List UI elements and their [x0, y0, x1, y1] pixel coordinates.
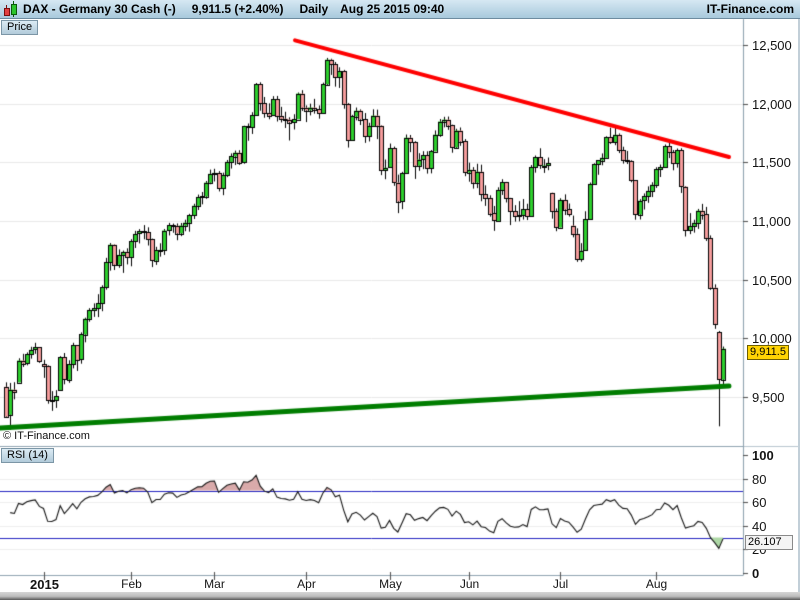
title-bar: DAX - Germany 30 Cash (-) 9,911.5 (+2.40… [0, 0, 800, 19]
timeframe-label: Daily [299, 2, 329, 16]
time-axis-label: May [379, 577, 402, 591]
time-axis-label: Mar [204, 577, 225, 591]
last-price-badge: 9,911.5 [747, 345, 789, 360]
time-axis-label: Aug [645, 577, 668, 591]
rsi-axis-label: 0 [752, 565, 760, 581]
rsi-axis-label: 100 [752, 448, 774, 464]
tab-price[interactable]: Price [1, 20, 39, 35]
window-right-edge [798, 19, 800, 592]
rsi-value-badge: 26.107 [745, 535, 793, 550]
time-axis-label: 2015 [30, 577, 59, 592]
tab-rsi[interactable]: RSI (14) [1, 448, 54, 463]
window-bottom-edge [0, 592, 800, 600]
rsi-axis-label: 80 [752, 471, 767, 487]
datetime-label: Aug 25 2015 09:40 [340, 2, 445, 16]
rsi-axis-label: 60 [752, 495, 767, 511]
price-axis-label: 10,500 [752, 272, 792, 288]
time-axis-label: Apr [297, 577, 316, 591]
instrument-title: DAX - Germany 30 Cash (-) [23, 2, 176, 16]
last-quote: 9,911.5 (+2.40%) [191, 2, 284, 16]
price-axis-label: 12,000 [752, 96, 792, 112]
time-axis-label: Jun [459, 577, 480, 591]
price-axis-label: 9,500 [752, 390, 785, 405]
rsi-axis-label: 40 [752, 518, 767, 534]
price-axis-label: 10,000 [752, 331, 792, 347]
brand-label: IT-Finance.com [706, 2, 794, 16]
time-axis-label: Jul [552, 577, 569, 591]
price-axis-label: 11,000 [752, 214, 791, 229]
price-axis-label: 12,500 [752, 38, 792, 53]
candlestick-icon [3, 1, 18, 17]
copyright-label: © IT-Finance.com [3, 430, 90, 442]
price-axis-label: 11,500 [752, 155, 791, 171]
time-axis-label: Feb [121, 577, 142, 591]
